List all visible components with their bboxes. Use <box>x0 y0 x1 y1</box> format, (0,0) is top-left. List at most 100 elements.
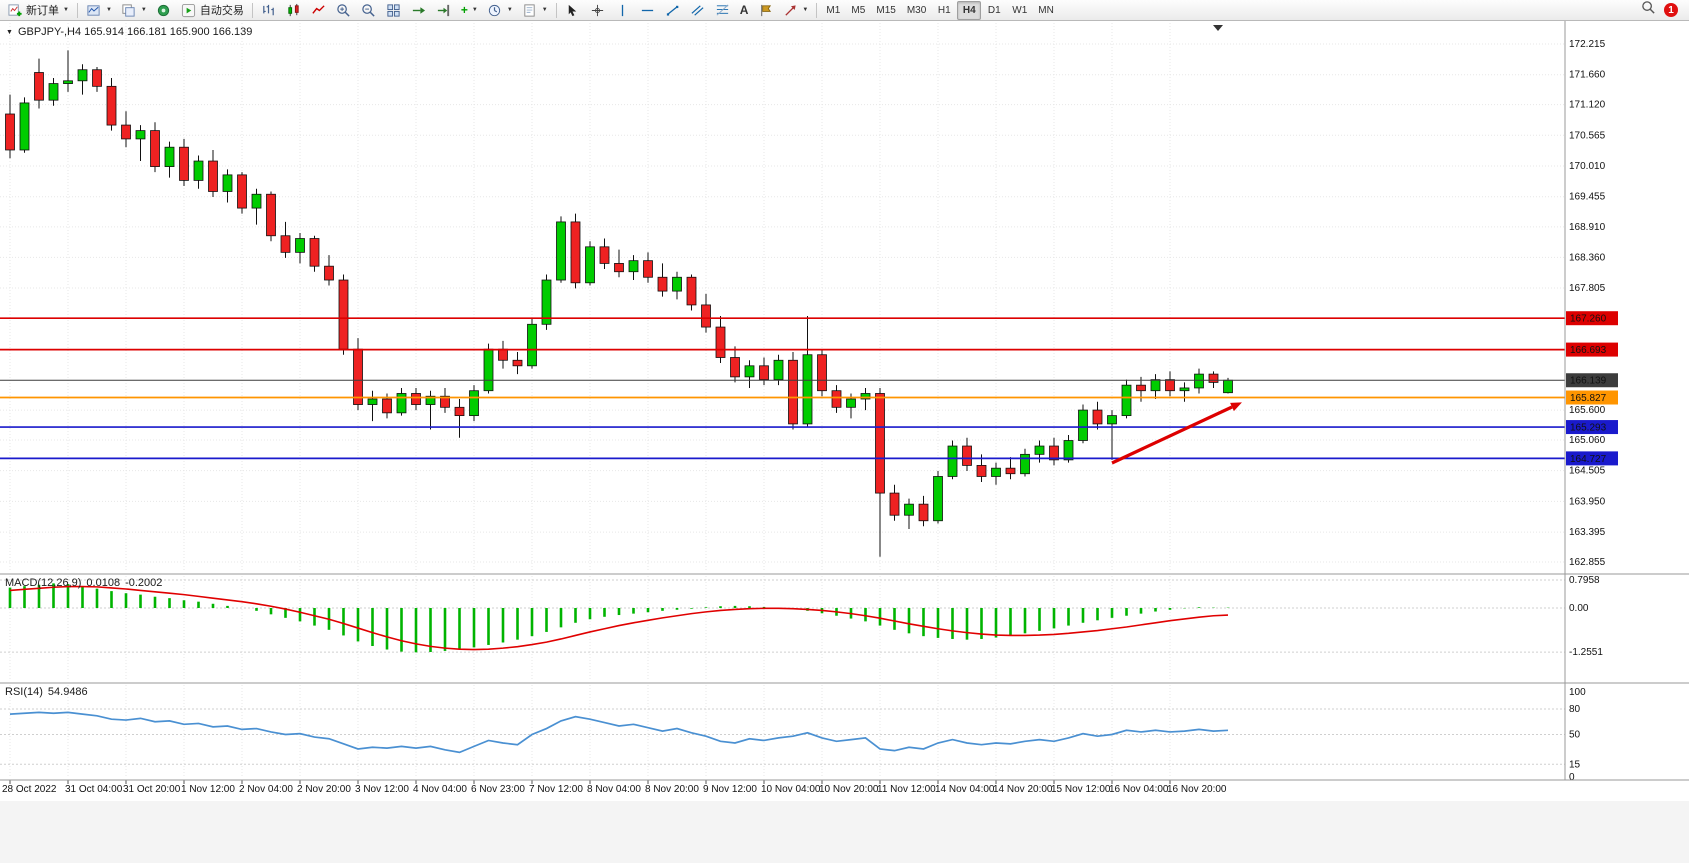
chart-shift-marker[interactable] <box>1213 25 1223 31</box>
timeframe-d1[interactable]: D1 <box>982 1 1006 20</box>
timeframe-m15[interactable]: M15 <box>871 1 900 20</box>
templates-button[interactable]: ▼ <box>518 1 552 20</box>
time-axis[interactable]: 28 Oct 2022 31 Oct 04:00 31 Oct 20:00 1 Nov… <box>2 780 1227 795</box>
candle-up <box>483 348 494 392</box>
candle-down <box>976 465 987 477</box>
channel-tool-button[interactable] <box>686 1 710 20</box>
terminal-button[interactable] <box>152 1 176 20</box>
candle-down <box>338 279 349 350</box>
timeframe-label: M5 <box>851 4 866 16</box>
crosshair-tool-button[interactable] <box>586 1 610 20</box>
timeframe-h4[interactable]: H4 <box>957 0 982 20</box>
zoom-in-button[interactable] <box>332 1 356 20</box>
toolbar-separator <box>816 2 818 18</box>
candle-down <box>34 72 44 101</box>
timeframe-label: M1 <box>826 4 841 16</box>
candle-up <box>251 193 262 209</box>
time-label: 3 Nov 12:00 <box>355 784 409 795</box>
toolbar-right: 1 <box>1641 0 1686 20</box>
time-label: 28 Oct 2022 <box>2 784 57 795</box>
price-badge-166.139 <box>1566 373 1618 388</box>
candle-down <box>266 193 276 237</box>
chart-collapse-triangle-icon[interactable]: ▼ <box>6 28 13 36</box>
indicators-button[interactable]: + ▼ <box>457 1 482 20</box>
timeframe-w1[interactable]: W1 <box>1007 1 1032 20</box>
crosshair-icon <box>590 2 606 18</box>
periods-button[interactable]: ▼ <box>483 1 517 20</box>
timeframe-m1[interactable]: M1 <box>821 1 845 20</box>
candle-down <box>353 348 363 405</box>
toolbar-separator <box>76 2 78 18</box>
candle-up <box>222 174 233 192</box>
time-label: 16 Nov 04:00 <box>1109 784 1169 795</box>
trend-arrow-annotation[interactable] <box>1111 405 1233 465</box>
fibonacci-tool-button[interactable] <box>711 1 735 20</box>
candle-down <box>817 354 827 392</box>
candle-up <box>904 503 914 516</box>
auto-scroll-button[interactable] <box>407 1 431 20</box>
arrows-tool-button[interactable]: ▼ <box>778 1 812 20</box>
candle-down <box>831 390 842 408</box>
price-lines-layer <box>0 317 1565 460</box>
macd-axis-label: -1.2551 <box>1569 647 1603 658</box>
vertical-line-tool-button[interactable] <box>611 1 635 20</box>
candle-up <box>1179 387 1190 392</box>
trend-arrow-head <box>1230 402 1242 412</box>
tile-windows-icon <box>386 2 402 18</box>
time-label: 15 Nov 12:00 <box>1051 784 1111 795</box>
zoom-out-button[interactable] <box>357 1 381 20</box>
new-order-button[interactable]: 新订单 ▼ <box>3 1 73 20</box>
profiles-button[interactable]: ▼ <box>117 1 151 20</box>
price-label: 163.395 <box>1569 527 1606 538</box>
notification-badge[interactable]: 1 <box>1664 3 1678 17</box>
timeframe-m30[interactable]: M30 <box>902 1 931 20</box>
tile-windows-button[interactable] <box>382 1 406 20</box>
chart-shift-button[interactable] <box>432 1 456 20</box>
terminal-icon <box>156 2 172 18</box>
candle-up <box>744 365 755 378</box>
candle-up <box>48 83 59 101</box>
time-label: 31 Oct 04:00 <box>65 784 123 795</box>
candle-down <box>875 393 885 494</box>
candle-down <box>324 265 334 281</box>
horizontal-line-tool-button[interactable] <box>636 1 660 20</box>
candle-up <box>1121 384 1132 417</box>
new-chart-button[interactable]: ▼ <box>82 1 116 20</box>
timeframe-h1[interactable]: H1 <box>932 1 956 20</box>
candle-up <box>135 130 146 140</box>
chart-area: 172.215 171.660 171.120 170.565 170.010 169.4… <box>0 21 1689 801</box>
trendline-icon <box>665 2 681 18</box>
price-badge-167.260 <box>1566 311 1618 326</box>
price-label: 168.360 <box>1569 252 1606 263</box>
candle-down <box>730 357 740 378</box>
rsi-axis-label: 0 <box>1569 772 1575 783</box>
candle-up <box>1150 379 1161 392</box>
candle-up <box>628 260 639 273</box>
price-label: 172.215 <box>1569 39 1606 50</box>
price-label: 162.855 <box>1569 557 1606 568</box>
search-icon[interactable] <box>1641 0 1656 20</box>
bar-chart-mode-button[interactable] <box>257 1 281 20</box>
autotrading-button[interactable]: 自动交易 <box>177 1 248 20</box>
candle-down <box>701 304 711 328</box>
timeframe-mn[interactable]: MN <box>1033 1 1059 20</box>
timeframe-label: MN <box>1038 4 1054 16</box>
candlestick-mode-button[interactable] <box>282 1 306 20</box>
candle-down <box>411 393 421 405</box>
candle-down <box>382 398 392 414</box>
candle-up <box>193 160 204 181</box>
trendline-tool-button[interactable] <box>661 1 685 20</box>
text-label-tool-button[interactable] <box>753 1 777 20</box>
price-label: 170.565 <box>1569 130 1606 141</box>
cursor-tool-button[interactable] <box>561 1 585 20</box>
price-label: 171.120 <box>1569 100 1606 111</box>
autotrading-play-icon <box>181 2 197 18</box>
text-tool-button[interactable]: A <box>736 1 753 20</box>
line-chart-mode-button[interactable] <box>307 1 331 20</box>
timeframe-m5[interactable]: M5 <box>846 1 870 20</box>
candle-up <box>164 146 175 167</box>
candle-down <box>788 359 798 425</box>
chart-canvas[interactable]: 172.215 171.660 171.120 170.565 170.010 169.4… <box>0 21 1689 801</box>
price-axis[interactable]: 172.215 171.660 171.120 170.565 170.010 169.4… <box>1566 39 1618 783</box>
candle-down <box>1165 379 1175 392</box>
